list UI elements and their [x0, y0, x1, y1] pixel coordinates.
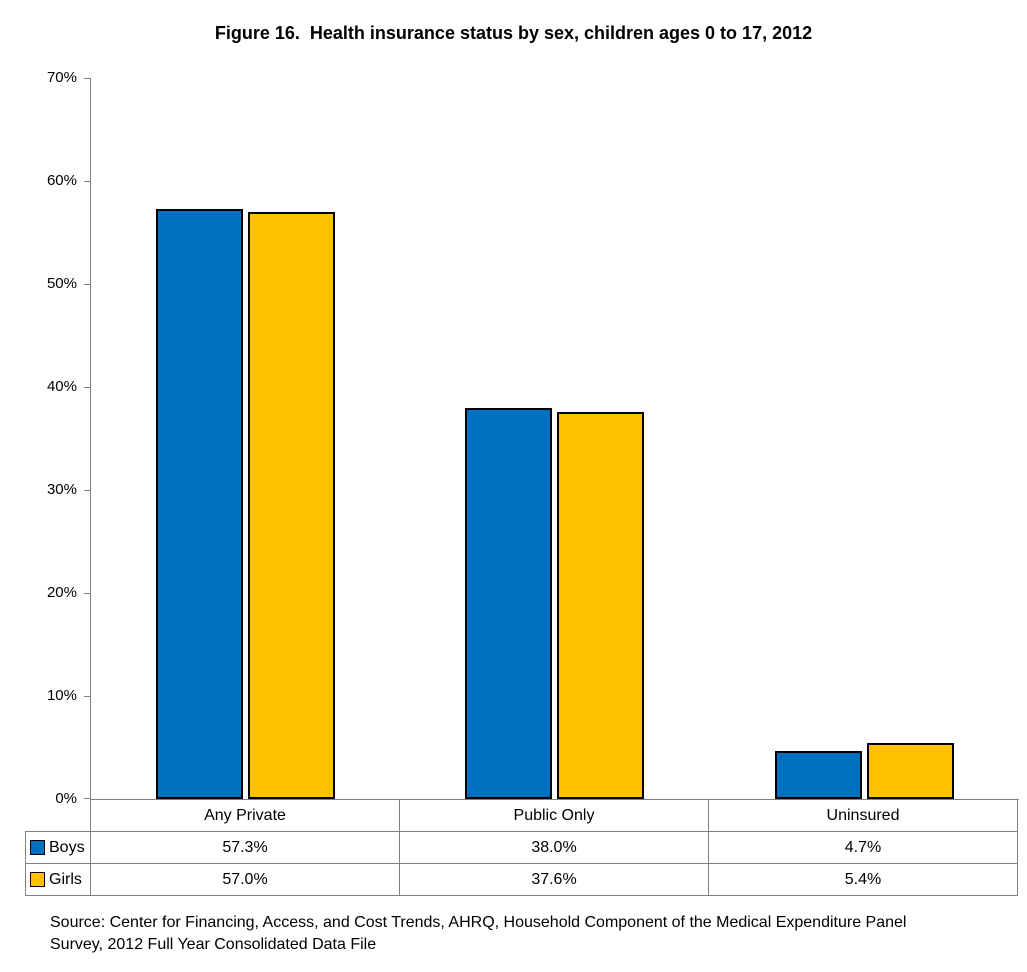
legend-inner: Boys [27, 838, 90, 857]
category-header-cell-uninsured: Uninsured [708, 799, 1018, 832]
table-row-boys: Boys 57.3% 38.0% 4.7% [25, 831, 1018, 864]
value-cell-boys-uninsured: 4.7% [708, 831, 1018, 864]
plot-area: 0% 10% 20% 30% 40% 50% 60% 70% [47, 69, 1019, 807]
source-note-line1: Source: Center for Financing, Access, an… [50, 914, 907, 931]
y-axis-tick [84, 387, 91, 389]
y-axis-tick-label: 50% [46, 275, 77, 292]
data-table-body: Any Private Public Only Uninsured Boys 57.3%… [25, 799, 1018, 896]
category-header-cell-public-only: Public Only [399, 799, 709, 832]
y-axis-tick-label: 10% [46, 687, 77, 705]
table-corner-cell [26, 800, 91, 832]
y-axis-tick [84, 284, 91, 285]
value-cell-girls-uninsured: 5.4% [708, 863, 1018, 896]
bar-group-uninsured [710, 78, 1019, 799]
y-axis-tick [84, 78, 91, 79]
value-cell-girls-any-private: 57.0% [90, 863, 400, 896]
y-axis-tick-label: 70% [46, 69, 77, 86]
y-axis-tick [84, 696, 91, 698]
bar-boys-public-only [465, 407, 553, 799]
y-axis-tick [84, 490, 91, 491]
legend-label-boys: Boys [49, 838, 85, 856]
bar-girls-uninsured [866, 743, 954, 799]
legend-swatch-boys [30, 840, 45, 855]
legend-inner: Girls [27, 870, 90, 889]
legend-cell-girls: Girls [25, 863, 91, 896]
table-header-row: Any Private Public Only Uninsured [26, 799, 1018, 832]
bar-girls-public-only [557, 411, 645, 799]
y-axis-tick-label: 40% [46, 378, 77, 396]
y-axis-tick [84, 593, 91, 595]
y-axis-tick [84, 181, 91, 182]
y-axis-tick-label: 20% [46, 584, 77, 602]
bar-boys-any-private [156, 208, 244, 799]
legend-swatch-girls [30, 872, 45, 887]
source-note-line2: Survey, 2012 Full Year Consolidated Data… [50, 936, 377, 953]
y-axis-tick-label: 60% [46, 172, 77, 189]
chart-title: Figure 16. Health insurance status by se… [214, 23, 813, 43]
legend-label-girls: Girls [49, 870, 82, 888]
value-cell-boys-any-private: 57.3% [90, 831, 400, 864]
y-axis-tick [84, 798, 91, 799]
bars-container [91, 78, 1019, 799]
y-axis-tick-label: 0% [55, 790, 77, 807]
bar-boys-uninsured [774, 750, 862, 799]
category-header-cell-any-private: Any Private [90, 799, 400, 832]
legend-cell-boys: Boys [25, 831, 91, 864]
bar-group-public-only [400, 78, 709, 799]
table-row-girls: Girls 57.0% 37.6% 5.4% [25, 863, 1018, 896]
value-cell-girls-public-only: 37.6% [399, 863, 709, 896]
source-note: Source: Center for Financing, Access, an… [50, 912, 906, 956]
bar-group-any-private [91, 78, 400, 799]
y-axis-tick-label: 30% [46, 481, 77, 498]
data-table: Any Private Public Only Uninsured Boys 57.3%… [25, 799, 1018, 896]
bar-girls-any-private [248, 211, 336, 799]
value-cell-boys-public-only: 38.0% [399, 831, 709, 864]
